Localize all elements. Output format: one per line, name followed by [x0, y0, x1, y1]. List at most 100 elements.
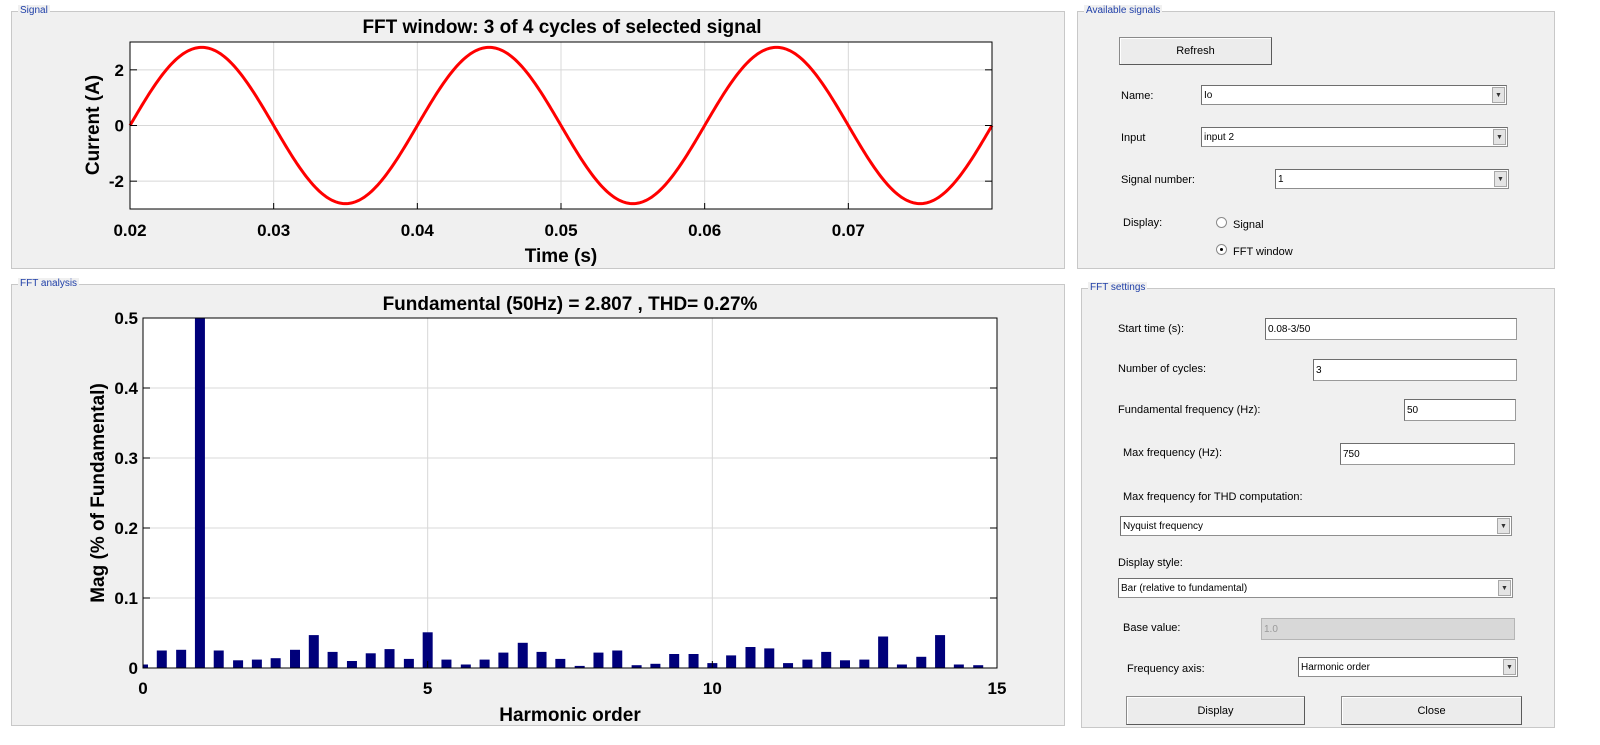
- fft-bar: [176, 649, 187, 668]
- fft-analysis-panel: FFT analysis Fundamental (50Hz) = 2.807 …: [11, 278, 1065, 726]
- fft-bar: [802, 659, 813, 668]
- signal-x-tick-label: 0.03: [257, 221, 290, 240]
- fft-bar: [650, 663, 661, 668]
- chevron-down-icon: ▼: [1493, 129, 1506, 145]
- fft-bar: [669, 654, 680, 668]
- fft-bar: [479, 659, 490, 668]
- max-freq-label: Max frequency (Hz):: [1123, 447, 1223, 459]
- fft-bar: [612, 650, 623, 668]
- fft-bar: [821, 651, 832, 668]
- display-fft-radio[interactable]: [1216, 244, 1227, 255]
- display-label: Display:: [1123, 217, 1163, 229]
- fft-bar: [403, 658, 414, 668]
- signal-y-axis-label: Current (A): [83, 75, 104, 175]
- fft-bar: [536, 651, 547, 668]
- close-button[interactable]: Close: [1341, 696, 1522, 725]
- signal-x-tick-label: 0.02: [113, 221, 146, 240]
- signal-x-tick-label: 0.04: [401, 221, 435, 240]
- fft-bar: [270, 658, 281, 668]
- fft-y-tick-label: 0.1: [114, 589, 138, 608]
- fft-settings-title: FFT settings: [1088, 282, 1148, 294]
- start-time-label: Start time (s):: [1118, 323, 1185, 335]
- fft-bar: [859, 659, 870, 668]
- fft-bar: [973, 665, 984, 668]
- cycles-label: Number of cycles:: [1118, 363, 1207, 375]
- fft-bar: [290, 649, 301, 668]
- fft-bar: [441, 659, 452, 668]
- fft-x-tick-label: 10: [703, 679, 722, 698]
- fft-bar: [935, 635, 946, 668]
- base-value-label: Base value:: [1123, 622, 1181, 634]
- input-select-value: input 2: [1204, 132, 1235, 143]
- signal-number-value: 1: [1278, 174, 1284, 185]
- fft-bar: [593, 652, 604, 668]
- signal-y-tick-label: 0: [115, 117, 124, 136]
- start-time-field[interactable]: 0.08-3/50: [1265, 318, 1517, 340]
- fund-freq-field[interactable]: 50: [1404, 399, 1516, 421]
- cycles-field[interactable]: 3: [1313, 359, 1517, 381]
- fft-plot-area: [142, 317, 998, 669]
- fft-bar: [839, 660, 850, 668]
- thd-label: Max frequency for THD computation:: [1123, 491, 1303, 503]
- display-fft-label: FFT window: [1233, 246, 1293, 258]
- base-value-field: 1.0: [1261, 618, 1515, 640]
- fft-bar: [764, 648, 775, 668]
- chevron-down-icon: ▼: [1494, 171, 1507, 187]
- display-style-label: Display style:: [1118, 557, 1183, 569]
- signal-x-tick-label: 0.06: [688, 221, 721, 240]
- signal-number-select[interactable]: 1 ▼: [1275, 169, 1509, 189]
- input-select[interactable]: input 2 ▼: [1201, 127, 1508, 147]
- fft-bar: [308, 635, 319, 668]
- signal-x-tick-label: 0.05: [544, 221, 577, 240]
- chevron-down-icon: ▼: [1497, 518, 1510, 534]
- fft-x-tick-label: 0: [138, 679, 147, 698]
- name-select[interactable]: Io ▼: [1201, 85, 1507, 105]
- freq-axis-select[interactable]: Harmonic order ▼: [1298, 657, 1518, 677]
- freq-axis-value: Harmonic order: [1301, 662, 1370, 673]
- fft-bar: [896, 664, 907, 668]
- fft-bar: [783, 663, 794, 668]
- chevron-down-icon: ▼: [1498, 580, 1511, 596]
- fft-bar: [143, 664, 148, 668]
- signal-x-tick-label: 0.07: [832, 221, 865, 240]
- fund-freq-label: Fundamental frequency (Hz):: [1118, 404, 1261, 416]
- fft-bar: [251, 659, 262, 668]
- signal-number-label: Signal number:: [1121, 174, 1195, 186]
- fft-bar: [213, 650, 224, 668]
- fft-bar: [194, 318, 205, 668]
- fft-bar: [953, 664, 964, 668]
- fft-bar: [726, 655, 737, 668]
- fft-bar: [460, 664, 471, 668]
- signal-chart-title: FFT window: 3 of 4 cycles of selected si…: [362, 17, 761, 38]
- available-signals-title: Available signals: [1084, 5, 1163, 17]
- display-style-value: Bar (relative to fundamental): [1121, 583, 1248, 594]
- fft-bar: [878, 636, 889, 668]
- available-signals-panel: Available signals Refresh Name: Io ▼ Inp…: [1077, 5, 1555, 269]
- display-signal-label: Signal: [1233, 219, 1264, 231]
- thd-select-value: Nyquist frequency: [1123, 521, 1204, 532]
- fft-y-tick-label: 0.5: [114, 309, 138, 328]
- fft-y-tick-label: 0: [129, 659, 138, 678]
- fft-panel-title: FFT analysis: [18, 278, 80, 290]
- display-button[interactable]: Display: [1126, 696, 1305, 725]
- fft-bar: [365, 653, 376, 668]
- fft-y-tick-label: 0.3: [114, 449, 138, 468]
- name-label: Name:: [1121, 90, 1154, 102]
- max-freq-field[interactable]: 750: [1340, 443, 1515, 465]
- fft-bar: [498, 652, 509, 668]
- fft-bar: [517, 642, 528, 668]
- fft-bar: [384, 649, 395, 668]
- refresh-button[interactable]: Refresh: [1119, 37, 1272, 65]
- fft-bar: [555, 658, 566, 668]
- fft-chart: Fundamental (50Hz) = 2.807 , THD= 0.27% …: [88, 294, 1006, 726]
- fft-bar: [327, 651, 338, 668]
- fft-y-axis-label: Mag (% of Fundamental): [88, 383, 109, 603]
- thd-select[interactable]: Nyquist frequency ▼: [1120, 516, 1512, 536]
- display-style-select[interactable]: Bar (relative to fundamental) ▼: [1118, 578, 1513, 598]
- fft-bar: [916, 656, 927, 668]
- fft-bar: [346, 661, 357, 668]
- display-signal-radio[interactable]: [1216, 217, 1227, 228]
- fft-bar: [156, 650, 167, 668]
- signal-series-line: [128, 45, 994, 206]
- fft-bar: [688, 654, 699, 668]
